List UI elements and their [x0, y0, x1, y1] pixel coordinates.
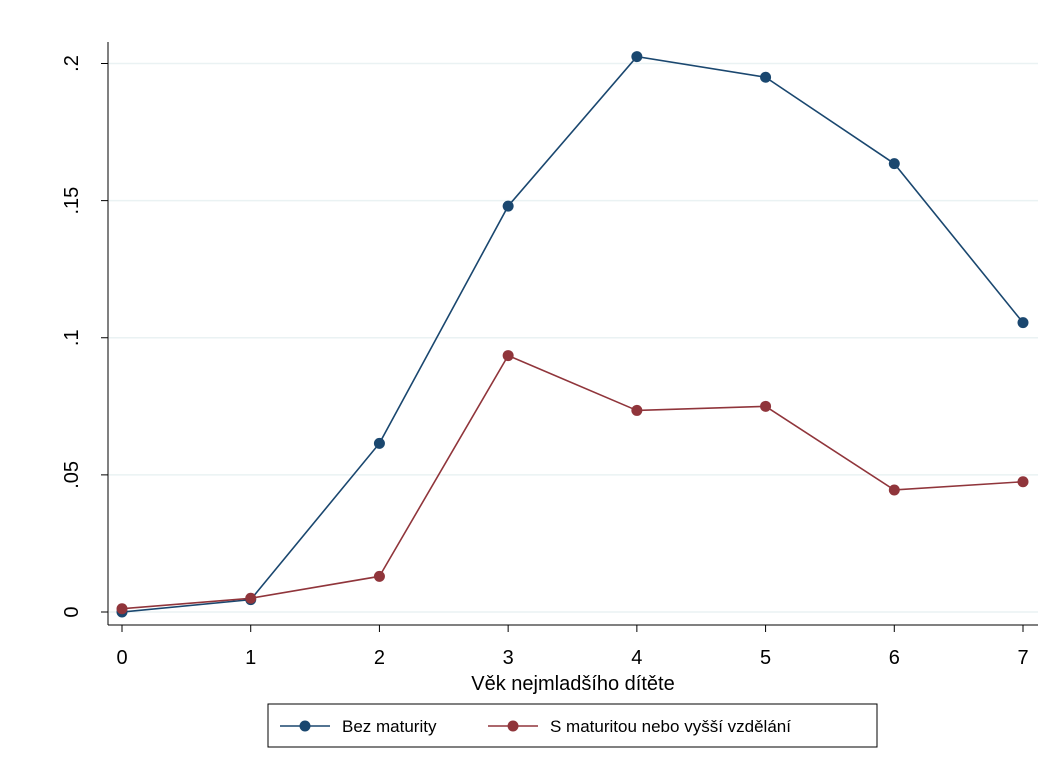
data-point [502, 200, 514, 212]
series-line [121, 55, 1024, 613]
y-tick-label: .05 [61, 461, 83, 489]
data-point [760, 71, 772, 83]
legend-box [267, 703, 878, 748]
x-tick-label: 2 [374, 647, 385, 669]
data-point [888, 484, 900, 496]
legend-label: S maturitou nebo vyšší vzdělání [550, 717, 791, 736]
x-tick-label: 0 [116, 647, 127, 669]
data-point [1017, 476, 1029, 488]
x-axis-title: Věk nejmladšího dítěte [471, 673, 674, 695]
x-tick-label: 7 [1017, 647, 1028, 669]
grid-lines [109, 62, 1038, 613]
legend-items: Bez maturity S maturitou nebo vyšší vzděl… [280, 717, 791, 736]
legend-marker [299, 720, 311, 732]
series-line [121, 354, 1024, 610]
data-point [245, 592, 257, 604]
data-point [116, 603, 128, 615]
data-point [373, 570, 385, 582]
data-point [1017, 317, 1029, 329]
legend-label: Bez maturity [342, 717, 437, 736]
data-point [888, 158, 900, 170]
axes [101, 42, 1038, 632]
y-tick-label: .15 [61, 187, 83, 215]
series-lines [116, 51, 1029, 618]
y-tick-labels: 0 .05 .1 .15 .2 [61, 55, 83, 617]
x-tick-label: 4 [631, 647, 642, 669]
x-tick-label: 1 [245, 647, 256, 669]
data-point [373, 437, 385, 449]
data-point [631, 51, 643, 63]
x-tick-labels: 0 1 2 3 4 5 6 7 [116, 647, 1028, 669]
x-tick-label: 5 [760, 647, 771, 669]
data-point [631, 404, 643, 416]
data-point [502, 350, 514, 362]
x-tick-label: 3 [503, 647, 514, 669]
y-tick-label: 0 [61, 606, 83, 617]
legend: Bez maturity S maturitou nebo vyšší vzděl… [267, 703, 878, 748]
data-point [760, 400, 772, 412]
x-tick-label: 6 [889, 647, 900, 669]
y-tick-label: .1 [61, 329, 83, 346]
legend-marker [507, 720, 519, 732]
y-tick-label: .2 [61, 55, 83, 72]
